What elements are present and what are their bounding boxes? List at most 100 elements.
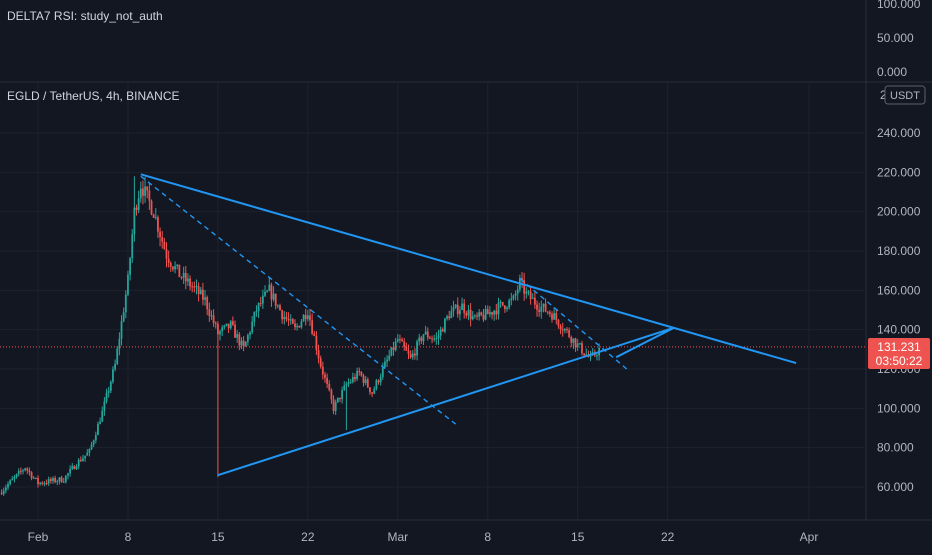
candle (231, 316, 234, 326)
candle (146, 186, 149, 199)
candle (354, 373, 356, 383)
candle (112, 366, 114, 384)
candle (514, 290, 517, 301)
candle-body (538, 309, 541, 312)
candle (122, 307, 125, 323)
candle-body (334, 401, 337, 411)
candle-body (418, 337, 421, 342)
candle (289, 314, 292, 325)
rsi-pane[interactable]: DELTA7 RSI: study_not_auth 100.000 50.000… (7, 0, 921, 79)
candle (75, 464, 78, 471)
candle-body (19, 471, 22, 473)
candle (287, 312, 290, 326)
candle (238, 332, 241, 351)
candle (191, 281, 194, 293)
candle (589, 350, 592, 362)
candle (150, 199, 153, 216)
rsi-scale[interactable]: 100.000 50.000 0.000 (877, 0, 921, 79)
time-axis-label: 8 (484, 530, 491, 544)
candle (195, 279, 198, 295)
candle-body (484, 309, 487, 320)
candle (73, 465, 76, 470)
main-pane[interactable]: EGLD / TetherUS, 4h, BINANCE (0, 83, 866, 520)
candle (465, 310, 468, 319)
candle (124, 290, 127, 319)
candle (41, 481, 44, 486)
candle-body (379, 377, 382, 383)
currency-button-label[interactable]: USDT (890, 90, 920, 102)
candle (298, 325, 301, 328)
candle (523, 272, 526, 301)
candle-body (276, 305, 279, 307)
candle-body (444, 318, 446, 332)
candle (302, 314, 305, 322)
candle (557, 319, 560, 329)
candle (274, 293, 277, 310)
candle-body (377, 380, 380, 383)
candle (268, 277, 271, 292)
time-axis[interactable]: Feb 8 15 22 Mar 8 15 22 Apr (28, 530, 819, 544)
candle (276, 304, 279, 309)
candle (409, 350, 412, 359)
candle (420, 335, 423, 345)
candle (431, 335, 433, 344)
candle-body (13, 476, 16, 479)
candle (311, 313, 314, 336)
candle-body (37, 477, 39, 485)
candle-body (225, 323, 228, 326)
price-tick-label: 60.000 (877, 480, 914, 494)
candle-body (139, 188, 142, 199)
candle-body (97, 423, 99, 436)
candle-body (435, 338, 438, 340)
candle (341, 386, 344, 404)
candle-body (381, 367, 384, 378)
candle-body (43, 483, 46, 485)
candle-body (54, 478, 57, 483)
candle-body (217, 323, 219, 335)
candle-body (384, 361, 386, 368)
candle-body (386, 359, 388, 362)
price-scale[interactable]: 2 USDT 240.000 220.000 200.000 180.000 160.0… (868, 85, 930, 494)
candle (71, 463, 74, 470)
lower-trendline[interactable] (217, 326, 675, 477)
candle-body (405, 346, 408, 351)
candle (43, 481, 46, 487)
currency-button-frame[interactable] (884, 85, 926, 105)
candle (416, 339, 418, 361)
chart-settings-corner[interactable] (867, 521, 932, 550)
candle-body (521, 277, 523, 281)
candle (15, 473, 18, 479)
candle-body (208, 309, 211, 316)
candle (39, 481, 42, 486)
dashed-channel-left[interactable] (140, 175, 457, 425)
candle-body (202, 289, 204, 300)
candle-body (249, 332, 251, 336)
upper-trendline[interactable] (140, 173, 797, 365)
candle-body (306, 315, 309, 320)
candle-body (246, 335, 249, 342)
candle (159, 227, 161, 247)
candle (450, 305, 453, 319)
candle-body (315, 336, 318, 351)
candle-body (197, 286, 200, 295)
candle-body (495, 310, 498, 315)
candle (152, 213, 155, 218)
candle-body (9, 480, 12, 485)
candle-body (101, 410, 104, 422)
candle (255, 305, 258, 317)
candle (480, 311, 483, 317)
drawings[interactable] (140, 173, 797, 477)
candle-body (279, 305, 281, 311)
candle (37, 475, 39, 488)
apex-connector[interactable] (615, 326, 675, 359)
dashed-channel-right[interactable] (519, 277, 630, 372)
currency-button[interactable]: USDT (884, 85, 926, 105)
candle (439, 326, 442, 340)
candle (486, 305, 489, 315)
price-tick-label: 240.000 (877, 126, 921, 140)
candle-body (206, 297, 209, 310)
candle (366, 377, 369, 389)
candle-body (289, 319, 292, 321)
